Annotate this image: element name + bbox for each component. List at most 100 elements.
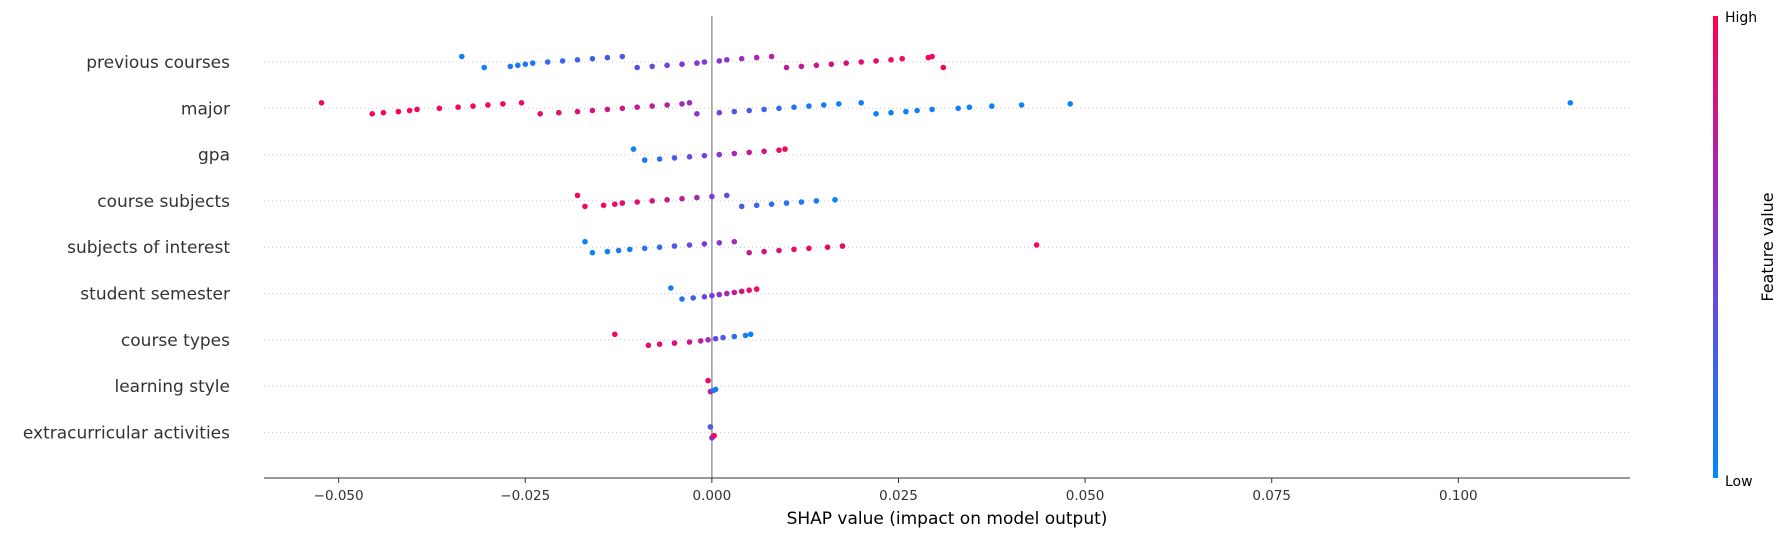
data-point [798, 199, 805, 205]
feature-label: course subjects [97, 192, 230, 212]
data-point [742, 332, 749, 339]
data-point [738, 288, 745, 295]
data-point [619, 200, 626, 206]
data-point [738, 55, 745, 62]
data-point [873, 58, 879, 64]
data-point [500, 101, 506, 107]
data-point [694, 60, 700, 66]
data-point [731, 108, 738, 115]
x-tick-label: 0.100 [1439, 488, 1478, 504]
data-point [768, 53, 775, 60]
data-point [507, 63, 514, 70]
x-tick-label: 0.050 [1066, 488, 1105, 504]
colorbar-low-label: Low [1725, 474, 1753, 490]
data-point [544, 59, 551, 65]
data-point [649, 198, 655, 204]
data-point [761, 148, 767, 155]
data-point [559, 58, 566, 64]
data-point [716, 291, 723, 298]
data-point [679, 195, 685, 202]
data-point [574, 57, 581, 63]
data-point [839, 243, 846, 249]
x-axis-title: SHAP value (impact on model output) [787, 509, 1108, 529]
data-point [634, 199, 640, 205]
data-point [529, 60, 536, 66]
data-point [649, 63, 655, 70]
data-point [711, 432, 717, 439]
data-point [761, 106, 767, 113]
data-point [574, 192, 581, 199]
data-point [731, 289, 738, 296]
data-point [888, 57, 894, 63]
data-point [671, 340, 678, 346]
x-tick-label: 0.000 [693, 488, 732, 504]
data-point [899, 55, 905, 62]
data-point [1018, 102, 1025, 108]
data-point [712, 335, 719, 342]
data-point [914, 107, 920, 114]
data-point [966, 104, 973, 110]
data-point [888, 109, 894, 116]
feature-label: extracurricular activities [23, 423, 230, 443]
colorbar-gradient [1713, 16, 1718, 478]
data-point [515, 62, 521, 69]
data-point [641, 157, 648, 163]
data-point [753, 202, 760, 209]
data-point [903, 108, 909, 115]
data-point [701, 241, 708, 247]
data-point [671, 243, 678, 249]
data-point [414, 106, 420, 113]
data-point [761, 248, 767, 255]
data-point [459, 53, 465, 60]
data-point [783, 200, 790, 206]
data-point [821, 102, 827, 108]
data-point [619, 105, 626, 112]
data-point [776, 105, 782, 112]
data-point [582, 238, 588, 245]
data-point [630, 146, 637, 152]
data-point [679, 61, 685, 67]
feature-labels: previous courses major gpa course subjects s… [23, 53, 230, 443]
data-point [600, 202, 607, 209]
data-point [738, 203, 745, 210]
data-point [518, 100, 525, 106]
data-point [746, 287, 752, 294]
data-point [634, 104, 640, 110]
data-point [634, 64, 640, 71]
data-point [522, 61, 529, 67]
data-point [858, 59, 864, 65]
data-point [556, 109, 562, 116]
data-point [612, 331, 618, 338]
data-point [664, 197, 670, 203]
data-point [724, 57, 730, 63]
data-point [940, 64, 947, 71]
data-point [1033, 242, 1040, 248]
data-point [395, 108, 402, 115]
data-point [701, 152, 708, 159]
data-point [574, 108, 581, 115]
data-point [645, 342, 652, 349]
beeswarm-points [318, 53, 1574, 441]
data-point [481, 64, 488, 71]
data-point [604, 54, 611, 61]
x-tick-label: −0.025 [500, 488, 550, 504]
data-point [746, 249, 752, 256]
data-point [716, 240, 723, 246]
data-point [686, 339, 693, 345]
data-point [712, 386, 719, 393]
data-point [679, 101, 685, 107]
data-point [589, 249, 596, 256]
data-point [832, 197, 838, 203]
data-point [619, 53, 626, 60]
data-point [782, 146, 788, 152]
data-point [791, 246, 797, 253]
data-point [686, 242, 693, 248]
data-point [701, 294, 708, 300]
data-point [709, 292, 715, 299]
data-point [694, 194, 700, 201]
data-point [641, 245, 648, 252]
feature-label: learning style [114, 377, 230, 397]
data-point [955, 105, 961, 112]
data-point [694, 111, 700, 117]
data-point [989, 103, 995, 109]
